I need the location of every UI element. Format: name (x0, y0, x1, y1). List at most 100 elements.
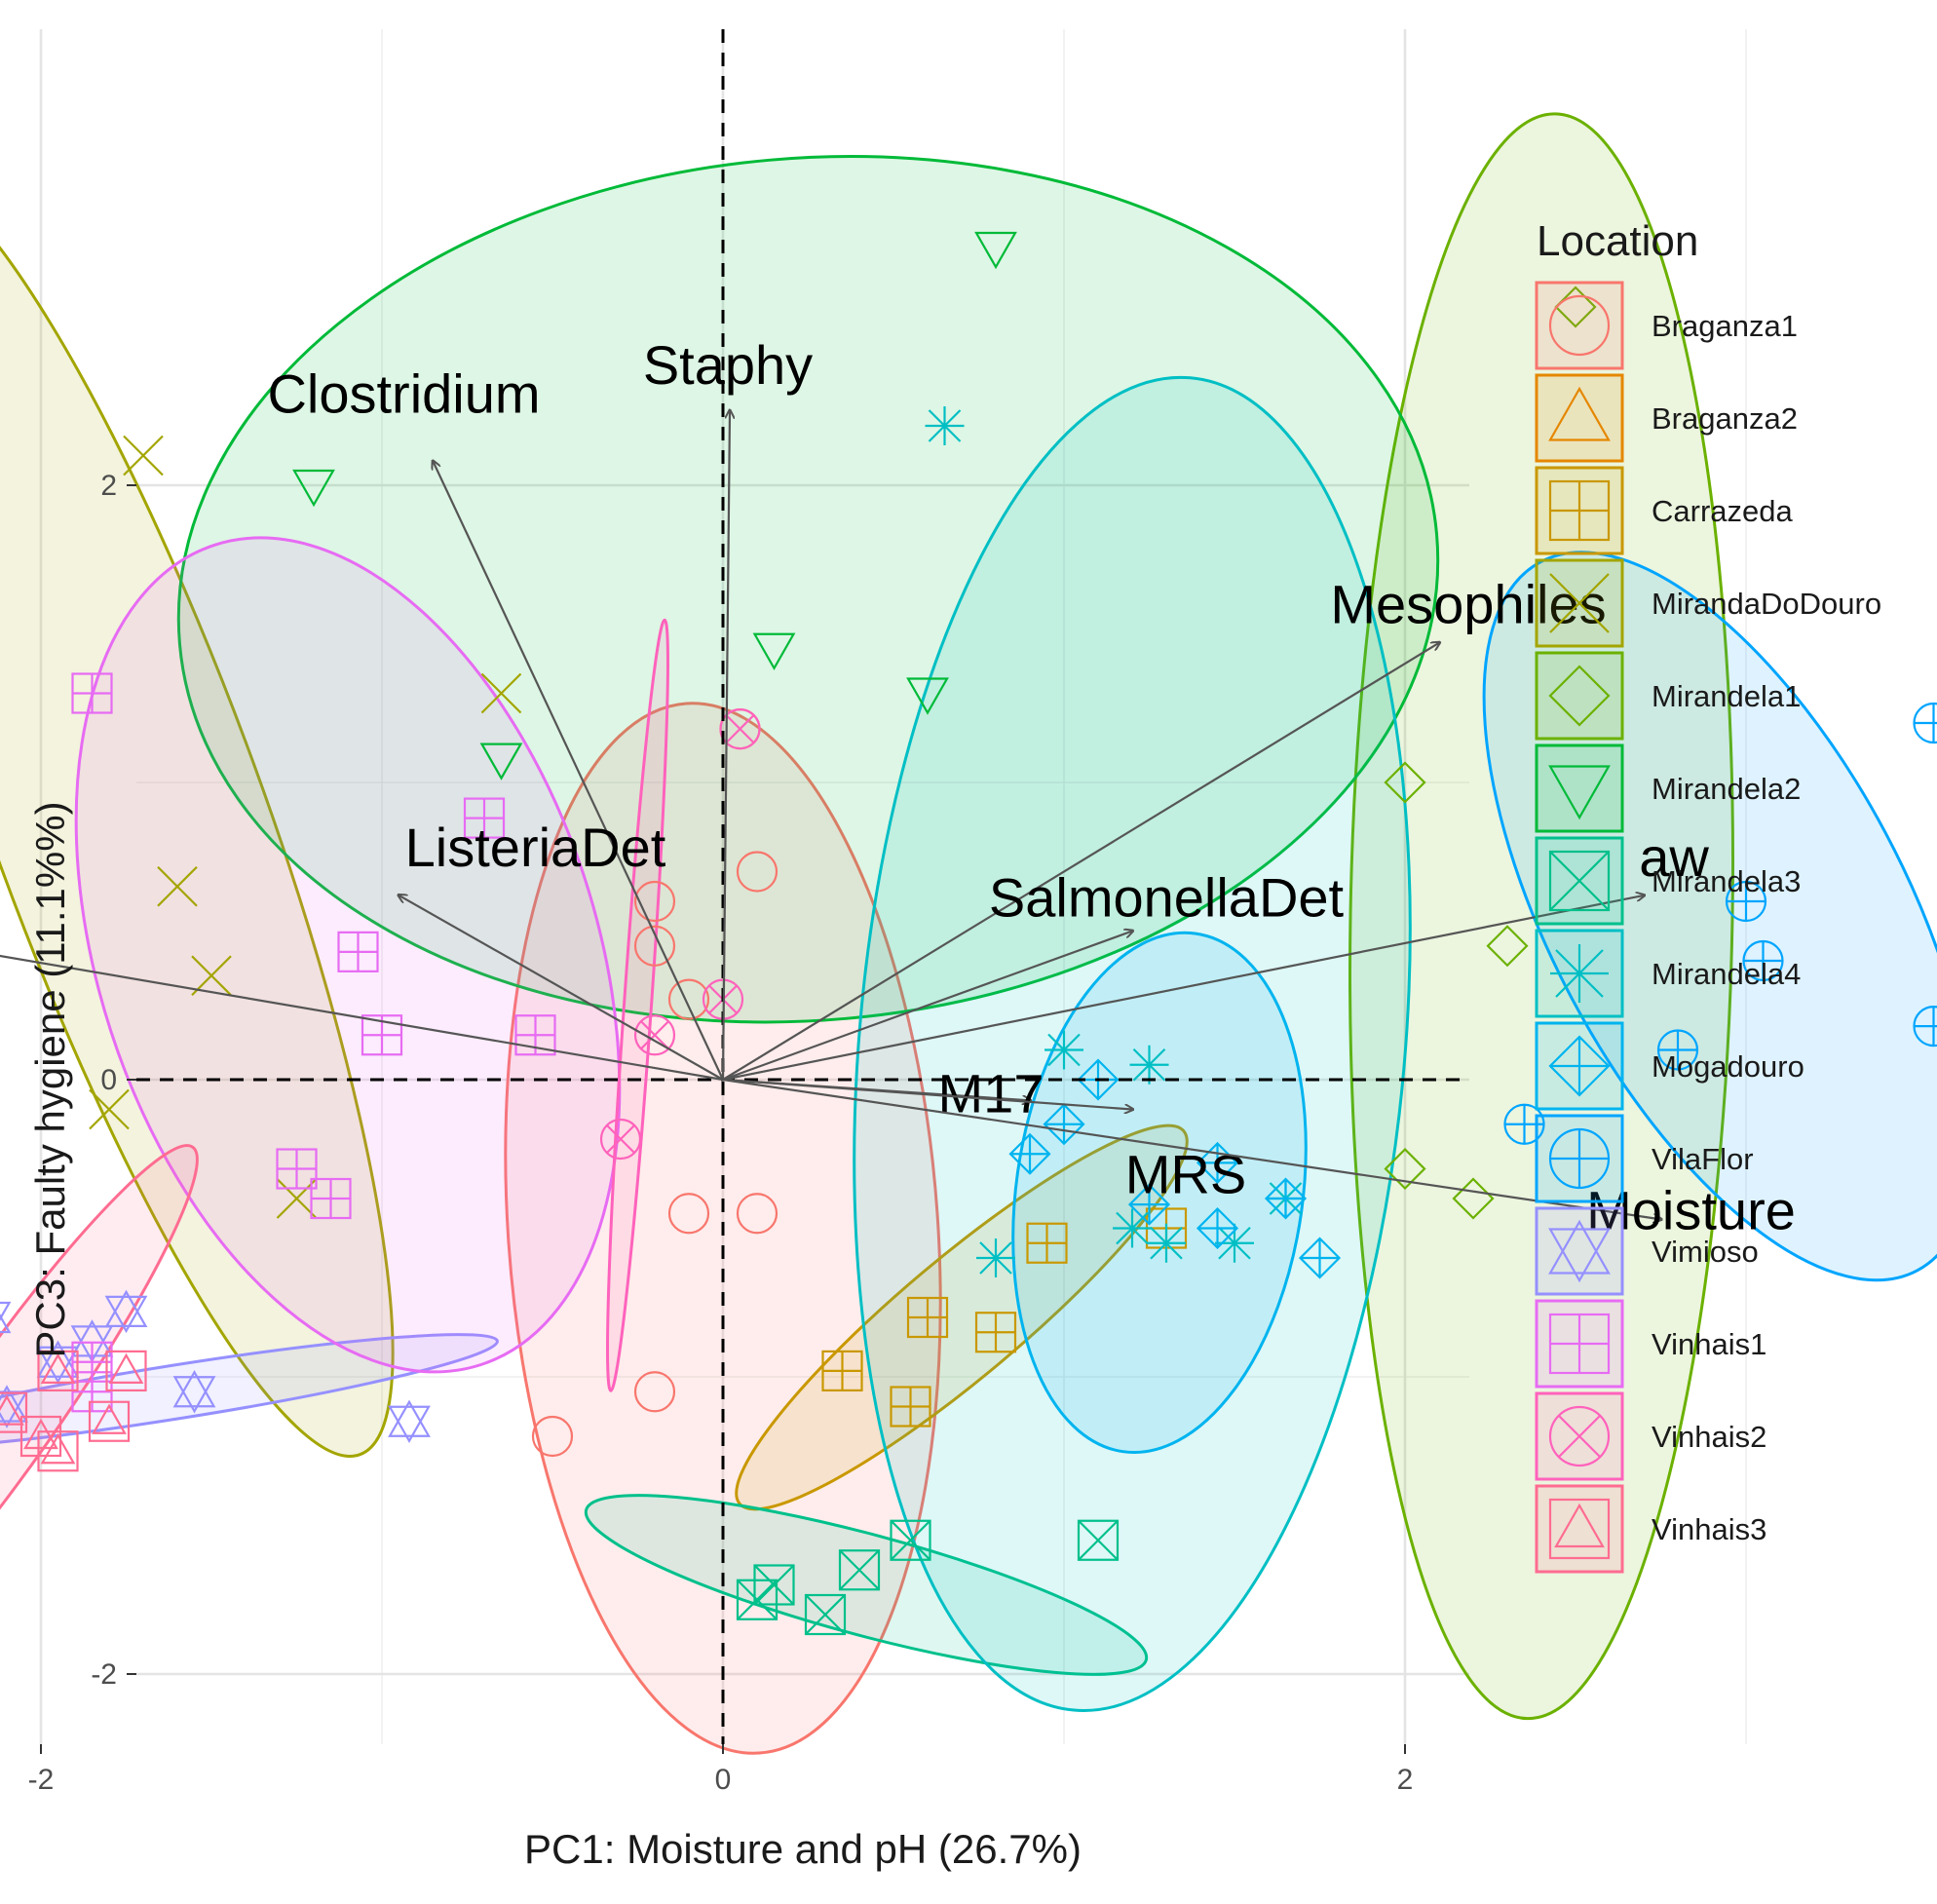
point-vinhais3 (37, 1430, 79, 1472)
ellipse-mirandela3 (584, 1494, 1149, 1676)
legend-label-braganza2: Braganza2 (1652, 401, 1798, 436)
point-mirandela4 (1044, 1030, 1083, 1070)
point-mogadouro (1196, 1206, 1239, 1250)
legend-item-mirandela2: Mirandela2 (1535, 743, 1801, 833)
point-mogadouro (1008, 1132, 1051, 1175)
point-carrazeda (906, 1296, 949, 1339)
y-tick-label: 0 (100, 1064, 117, 1096)
arrow-ph (0, 954, 724, 1082)
point-vinhais2 (633, 1014, 676, 1056)
legend-item-vinhais1: Vinhais1 (1535, 1299, 1766, 1389)
legend-title: Location (1537, 217, 1698, 265)
loading-label-listeriadet: ListeriaDet (405, 817, 666, 878)
ellipse-vinhais2 (606, 618, 669, 1392)
y-tick-label: 2 (100, 470, 117, 502)
ellipse-carrazeda (735, 1123, 1189, 1511)
legend-item-vinhais3: Vinhais3 (1535, 1484, 1766, 1574)
legend-label-braganza1: Braganza1 (1652, 309, 1798, 343)
legend-item-mirandela3: Mirandela3 (1535, 836, 1801, 926)
data-points (0, 231, 1937, 1636)
point-mirandela4 (925, 406, 965, 445)
legend-label-vinhais1: Vinhais1 (1652, 1327, 1766, 1361)
point-mogadouro (1127, 1183, 1171, 1226)
ellipse-mogadouro (1011, 931, 1308, 1454)
point-carrazeda (890, 1386, 931, 1428)
legend-label-mirandadodouro: MirandaDoDouro (1652, 587, 1881, 621)
legend-shape-mirandela1 (1548, 665, 1611, 727)
plot-panel: StaphyClostridiumMesophilesListeriaDetpH… (0, 29, 1937, 1755)
arrow-staphy (721, 411, 730, 1081)
legend-item-mirandela1: Mirandela1 (1535, 651, 1801, 741)
point-mirandela4 (976, 1238, 1015, 1277)
point-mirandela4 (1147, 1223, 1186, 1263)
ellipse-mirandela4 (853, 375, 1412, 1712)
point-vinhais3 (0, 1391, 28, 1433)
legend: Location Braganza1 Braganza2 Carrazeda Mira… (1535, 217, 1881, 1574)
loading-label-mrs: MRS (1125, 1144, 1246, 1205)
loading-arrows: StaphyClostridiumMesophilesListeriaDetpH… (0, 334, 1796, 1240)
point-vinhais3 (105, 1350, 147, 1392)
point-mirandela3 (1077, 1519, 1120, 1561)
legend-shape-vinhais2 (1548, 1405, 1611, 1467)
arrow-mrs (722, 1078, 1132, 1110)
point-carrazeda (1026, 1222, 1068, 1264)
point-carrazeda (821, 1350, 863, 1392)
loading-label-clostridium: Clostridium (267, 363, 540, 425)
point-mogadouro (1264, 1177, 1308, 1220)
legend-shape-mirandela4 (1550, 944, 1609, 1003)
legend-label-mogadouro: Mogadouro (1652, 1049, 1804, 1084)
legend-shape-carrazeda (1548, 479, 1611, 542)
legend-shape-vimioso (1548, 1219, 1611, 1283)
legend-label-vinhais3: Vinhais3 (1652, 1512, 1766, 1546)
legend-shape-mirandela3 (1548, 850, 1611, 912)
legend-label-mirandela1: Mirandela1 (1652, 679, 1801, 713)
point-braganza1 (667, 1193, 710, 1235)
legend-shape-vinhais1 (1548, 1313, 1611, 1375)
loading-label-salmonelladet: SalmonellaDet (989, 867, 1345, 929)
legend-shape-mogadouro (1548, 1035, 1611, 1097)
point-vinhais1 (71, 1371, 113, 1413)
point-vilaflor (1656, 1029, 1699, 1071)
point-vinhais1 (337, 931, 379, 972)
point-mirandela3 (753, 1564, 795, 1606)
point-braganza1 (633, 880, 676, 923)
arrow-clostridium (434, 462, 724, 1081)
ellipse-mirandela2 (176, 155, 1440, 1024)
point-carrazeda (974, 1312, 1017, 1353)
group-ellipses (0, 112, 1937, 1755)
point-vinhais2 (599, 1118, 642, 1161)
point-braganza1 (633, 925, 676, 967)
x-axis-title: PC1: Moisture and pH (26.7%) (524, 1826, 1082, 1872)
loading-label-aw: aw (1639, 826, 1709, 888)
point-mirandela1 (1384, 761, 1426, 804)
point-vinhais1 (71, 672, 113, 714)
point-mirandela3 (736, 1579, 779, 1620)
point-vilaflor (1913, 702, 1937, 744)
point-mogadouro (1043, 1103, 1085, 1146)
point-braganza1 (736, 851, 779, 893)
point-mirandela4 (1129, 1045, 1169, 1085)
point-vilaflor (1742, 939, 1784, 982)
legend-shape-mirandela2 (1548, 765, 1611, 820)
axes: -2024-202 (28, 470, 1414, 1796)
legend-item-vilaflor: VilaFlor (1535, 1114, 1754, 1203)
legend-item-braganza2: Braganza2 (1535, 373, 1798, 463)
point-vinhais1 (310, 1177, 352, 1220)
point-mirandadodouro (276, 1178, 318, 1219)
point-mirandela1 (1486, 925, 1529, 968)
point-mirandadodouro (123, 435, 164, 476)
point-mirandela3 (804, 1593, 847, 1636)
ellipse-mirandadodouro (0, 167, 395, 1458)
point-mirandela1 (1384, 1147, 1426, 1191)
point-vinhais3 (88, 1400, 131, 1442)
x-tick-label: -2 (28, 1764, 55, 1796)
point-vinhais2 (719, 707, 761, 750)
point-mirandadodouro (480, 672, 522, 714)
legend-shape-braganza1 (1548, 294, 1611, 357)
point-vimioso (172, 1370, 216, 1414)
arrow-mesophiles (722, 643, 1439, 1081)
point-mirandela2 (974, 231, 1017, 270)
point-mirandadodouro (157, 865, 198, 907)
